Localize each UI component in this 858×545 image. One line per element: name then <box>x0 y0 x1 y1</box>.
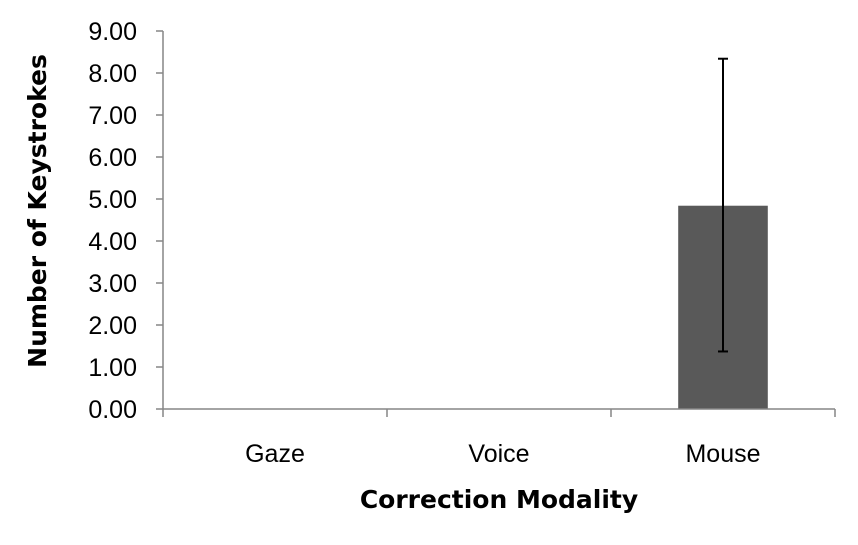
y-tick-label: 5.00 <box>88 186 137 214</box>
y-tick-label: 1.00 <box>88 354 137 382</box>
x-tick-label: Voice <box>468 440 529 468</box>
x-axis-title: Correction Modality <box>360 485 638 514</box>
x-axis-ticks <box>162 409 836 417</box>
y-tick-label: 4.00 <box>88 228 137 256</box>
y-tick-label: 8.00 <box>88 60 137 88</box>
y-tick-label: 6.00 <box>88 144 137 172</box>
y-tick-label: 9.00 <box>88 18 137 46</box>
y-tick-label: 0.00 <box>88 396 137 424</box>
y-tick-label: 7.00 <box>88 102 137 130</box>
x-tick-label: Gaze <box>245 440 305 468</box>
y-axis-ticks <box>156 30 163 410</box>
x-tick-label: Mouse <box>685 440 760 468</box>
y-tick-labels: 0.00 1.00 2.00 3.00 4.00 5.00 6.00 7.00 8.00 9.00 <box>88 18 137 424</box>
y-tick-label: 3.00 <box>88 270 137 298</box>
error-bars <box>718 57 728 353</box>
x-tick-labels: Gaze Voice Mouse <box>245 440 760 468</box>
y-tick-label: 2.00 <box>88 312 137 340</box>
y-axis-title: Number of Keystrokes <box>23 54 52 368</box>
